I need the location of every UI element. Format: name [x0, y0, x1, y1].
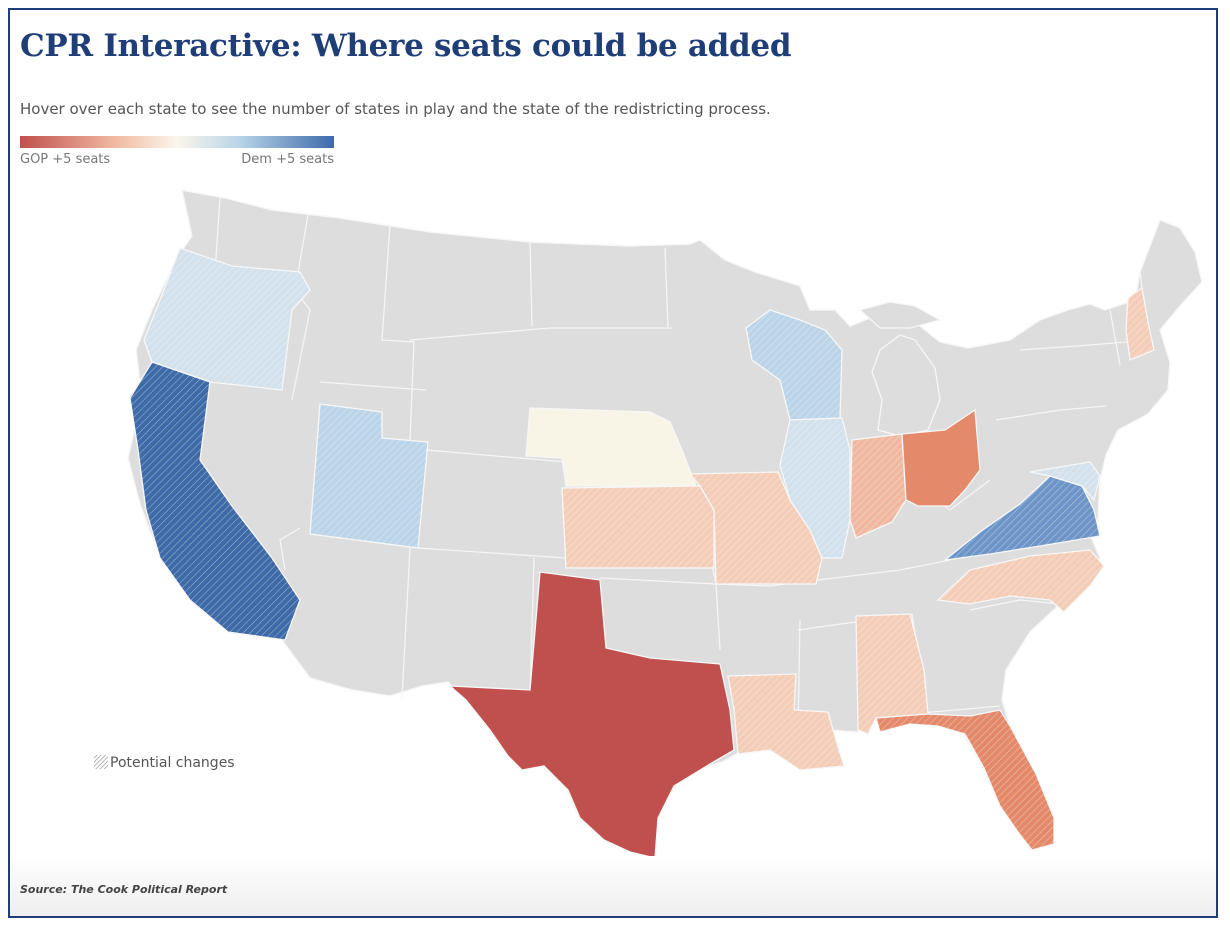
state-michigan-up [858, 301, 942, 329]
new-hampshire-hatch [1126, 288, 1154, 360]
hatch-icon [94, 755, 108, 769]
alabama-hatch [856, 614, 928, 734]
state-texas[interactable] [448, 571, 735, 859]
california-hatch [130, 362, 300, 640]
wisconsin-hatch [746, 310, 842, 420]
chart-title: CPR Interactive: Where seats could be ad… [20, 28, 792, 64]
chart-frame: CPR Interactive: Where seats could be ad… [8, 8, 1218, 918]
north-carolina-hatch [938, 550, 1104, 612]
utah-hatch [310, 404, 428, 548]
legend-gop-label: GOP +5 seats [20, 152, 111, 167]
virginia-hatch [945, 476, 1100, 560]
potential-changes-label: Potential changes [110, 755, 235, 771]
missouri-hatch [690, 472, 822, 584]
oregon-hatch [144, 248, 310, 390]
maryland-hatch [1030, 462, 1100, 500]
florida-hatch [876, 710, 1054, 850]
colored-states [129, 247, 1155, 866]
state-ohio[interactable] [901, 408, 981, 507]
legend-dem-label: Dem +5 seats [241, 152, 334, 167]
potential-changes-note: Potential changes [94, 755, 235, 771]
state-michigan [871, 334, 941, 437]
chart-subtitle: Hover over each state to see the number … [20, 100, 771, 118]
louisiana-hatch [728, 674, 844, 770]
kansas-hatch [562, 486, 714, 568]
indiana-hatch [850, 434, 906, 538]
footer [10, 856, 1216, 916]
illinois-hatch [780, 418, 850, 558]
source-note: Source: The Cook Political Report [20, 883, 228, 896]
hatch-icon-spacer [94, 756, 108, 770]
us-map [94, 189, 1203, 866]
color-scale-legend [20, 136, 334, 148]
